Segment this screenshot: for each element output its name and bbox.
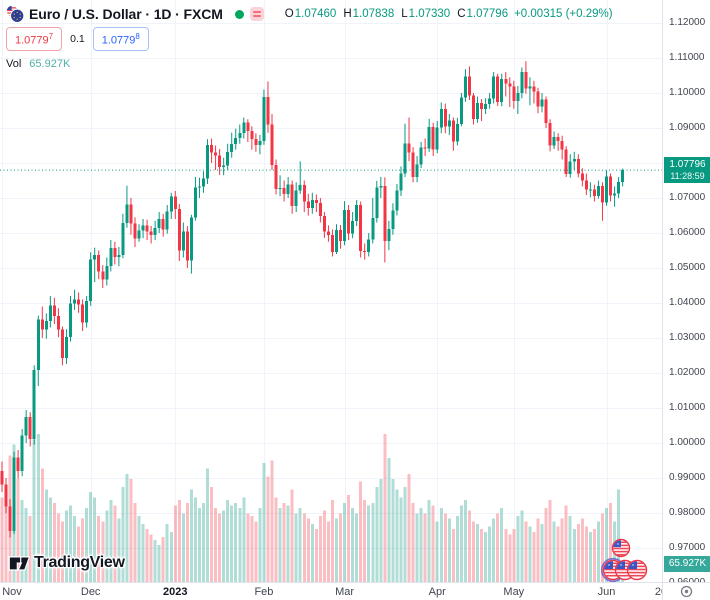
waves-icon[interactable] — [249, 7, 264, 21]
sell-bid-button[interactable]: 1.07797 — [6, 26, 63, 52]
bar-countdown: 11:28:59 — [670, 171, 705, 182]
last-price-value: 1.07796 — [669, 159, 706, 171]
price-axis-label: 1.00000 — [669, 437, 706, 448]
time-axis-label: 20 — [654, 586, 662, 598]
ohlc-readout: O 1.07460 H 1.07838 L 1.07330 C 1.07796 +0.0… — [278, 8, 613, 20]
spread-value: 0.1 — [70, 33, 85, 45]
time-axis-label: Feb — [254, 586, 274, 598]
price-axis-label: 0.97000 — [669, 542, 706, 553]
eurusd-pair-logo-icon — [6, 5, 24, 23]
tradingview-logo[interactable]: TradingView — [8, 553, 125, 573]
low-value: 1.07330 — [408, 8, 451, 20]
axis-corner — [662, 582, 710, 600]
symbol-title[interactable]: Euro / U.S. Dollar · 1D · FXCM — [29, 6, 223, 22]
time-axis-label: May — [503, 586, 525, 598]
price-axis-label: 1.07000 — [669, 192, 706, 203]
market-status-dot-icon[interactable] — [234, 9, 244, 19]
price-axis-label: 1.02000 — [669, 367, 706, 378]
us-flag-event-icon[interactable] — [626, 559, 648, 581]
price-axis-label: 1.11000 — [669, 52, 705, 63]
chart-legend: Euro / U.S. Dollar · 1D · FXCM O 1.07460 … — [6, 4, 613, 70]
high-label: H — [343, 8, 352, 20]
tradingview-logo-icon — [8, 556, 30, 571]
high-value: 1.07838 — [352, 8, 395, 20]
price-axis-label: 1.06000 — [669, 227, 706, 238]
time-axis[interactable]: Nov Dec 2023 Feb Mar Apr May Jun 20 — [0, 582, 662, 600]
time-axis-label: Dec — [80, 586, 101, 598]
time-axis-label: Mar — [335, 586, 355, 598]
volume-value: 65.927K — [29, 58, 71, 70]
close-label: C — [457, 8, 466, 20]
price-axis-label: 1.09000 — [669, 122, 706, 133]
price-axis-label: 0.99000 — [669, 472, 706, 483]
price-axis-label: 1.03000 — [669, 332, 706, 343]
time-axis-label: Nov — [2, 586, 22, 598]
low-label: L — [401, 8, 408, 20]
last-volume-badge: 65.927K — [664, 555, 710, 572]
price-axis-label: 1.12000 — [669, 17, 706, 28]
volume-indicator-row[interactable]: Vol 65.927K — [6, 58, 613, 70]
change-value: +0.00315 (+0.29%) — [514, 8, 613, 20]
price-axis-label: 1.01000 — [669, 402, 706, 413]
candlestick-chart[interactable] — [0, 0, 662, 583]
gear-icon[interactable] — [680, 585, 693, 598]
time-axis-label: Jun — [597, 586, 616, 598]
price-axis[interactable]: 1.07796 11:28:59 65.927K 1.12000 1.11000 1… — [662, 0, 710, 588]
time-axis-label: 2023 — [163, 586, 188, 598]
price-axis-label: 1.10000 — [669, 87, 706, 98]
close-value: 1.07796 — [466, 8, 509, 20]
buy-ask-button[interactable]: 1.07798 — [92, 26, 149, 52]
us-flag-event-icon[interactable] — [611, 538, 631, 558]
open-value: 1.07460 — [294, 8, 337, 20]
open-label: O — [284, 8, 294, 20]
volume-label: Vol — [6, 58, 22, 70]
price-axis-label: 1.04000 — [669, 297, 706, 308]
price-axis-label: 0.98000 — [669, 507, 706, 518]
tradingview-logo-text: TradingView — [34, 554, 125, 571]
last-price-badge[interactable]: 1.07796 11:28:59 — [664, 157, 710, 184]
time-axis-label: Apr — [428, 586, 446, 598]
price-axis-label: 1.05000 — [669, 262, 706, 273]
